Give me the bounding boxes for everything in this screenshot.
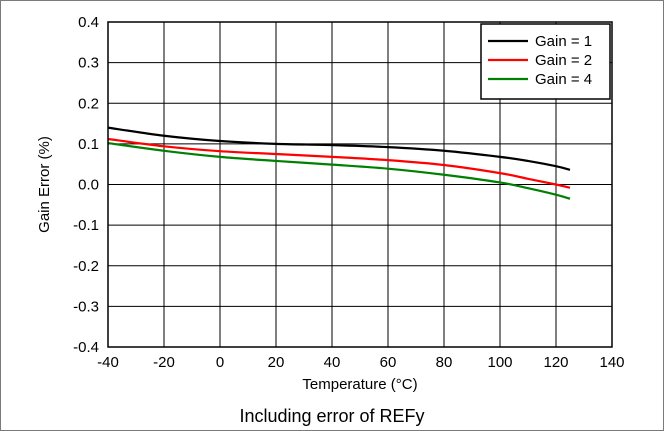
x-tick-label: 140 <box>599 354 624 371</box>
legend-label: Gain = 4 <box>535 71 592 88</box>
y-tick-labels: -0.4 -0.3 -0.2 -0.1 0.0 0.1 0.2 0.3 0.4 <box>73 14 99 356</box>
x-tick-labels: -40 -20 0 20 40 60 80 100 120 140 <box>97 354 624 371</box>
series-group <box>107 126 571 200</box>
x-tick-label: 40 <box>324 354 341 371</box>
y-tick-label: 0.2 <box>78 95 99 112</box>
y-tick-label: 0.0 <box>78 177 99 194</box>
y-tick-label: -0.3 <box>73 298 99 315</box>
plot-border <box>107 21 613 348</box>
y-tick-label: -0.4 <box>73 339 99 356</box>
legend-box <box>480 23 611 100</box>
y-tick-label: 0.3 <box>78 55 99 72</box>
x-tick-label: -40 <box>97 354 119 371</box>
x-tick-label: 0 <box>216 354 224 371</box>
series-line-gain-2 <box>107 137 571 189</box>
legend-label: Gain = 1 <box>535 33 592 50</box>
chart-caption: Including error of REFy <box>239 406 424 426</box>
y-tick-label: 0.4 <box>78 14 99 31</box>
x-tick-label: 80 <box>436 354 453 371</box>
x-tick-label: 20 <box>268 354 285 371</box>
x-tick-label: 100 <box>487 354 512 371</box>
x-axis-label: Temperature (°C) <box>302 376 417 393</box>
legend-label: Gain = 2 <box>535 52 592 69</box>
x-tick-label: 60 <box>380 354 397 371</box>
y-axis-label: Gain Error (%) <box>36 136 53 233</box>
y-tick-label: 0.1 <box>78 136 99 153</box>
legend: Gain = 1 Gain = 2 Gain = 4 <box>480 23 611 100</box>
series-line-gain-4 <box>107 141 571 200</box>
series-line-gain-1 <box>107 126 571 171</box>
x-tick-label: -20 <box>153 354 175 371</box>
x-tick-label: 120 <box>543 354 568 371</box>
y-tick-label: -0.2 <box>73 258 99 275</box>
y-tick-label: -0.1 <box>73 217 99 234</box>
